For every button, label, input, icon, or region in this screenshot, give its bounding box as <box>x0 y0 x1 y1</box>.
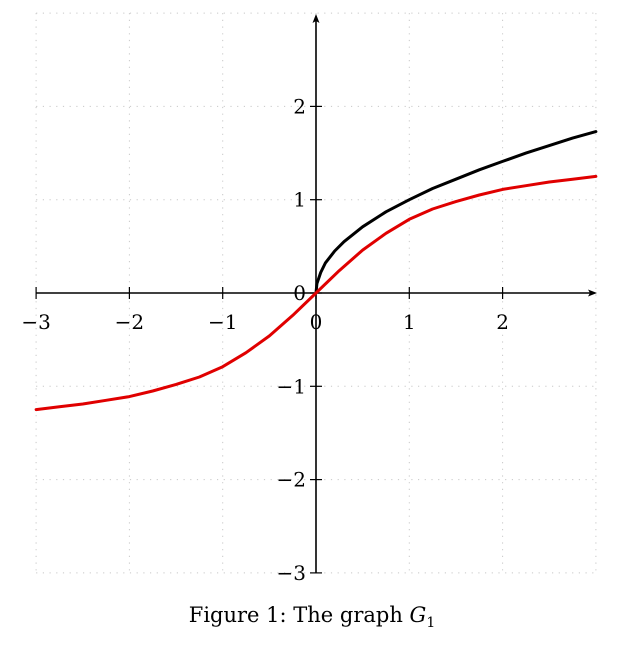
y-tick-label: −3 <box>277 561 306 585</box>
figure-caption: Figure 1: The graph G1 <box>0 603 624 631</box>
x-tick-label: −2 <box>115 310 144 334</box>
plot-area: −3 −2 −1 0 1 2 −3 −2 −1 1 2 0 <box>21 12 598 585</box>
y-tick-label: 2 <box>293 94 306 118</box>
x-axis-arrowhead <box>588 289 597 297</box>
y-axis-arrowhead <box>312 14 320 23</box>
ticks: −3 −2 −1 0 1 2 −3 −2 −1 1 2 0 <box>21 94 509 585</box>
x-tick-label: 0 <box>310 310 323 334</box>
y-tick-label: −2 <box>277 468 306 492</box>
x-tick-label: −3 <box>21 310 50 334</box>
caption-symbol: G <box>409 603 427 627</box>
series <box>34 130 598 412</box>
x-tick-label: 1 <box>403 310 416 334</box>
caption-subscript: 1 <box>426 615 436 632</box>
y-tick-label: −1 <box>277 374 306 398</box>
series-line-1 <box>314 130 598 295</box>
caption-prefix: Figure 1: The graph <box>188 603 410 627</box>
y-tick-label: 0 <box>293 281 306 305</box>
x-tick-label: 2 <box>496 310 509 334</box>
x-tick-label: −1 <box>208 310 237 334</box>
series-line-2 <box>34 174 598 412</box>
y-tick-label: 1 <box>293 188 306 212</box>
